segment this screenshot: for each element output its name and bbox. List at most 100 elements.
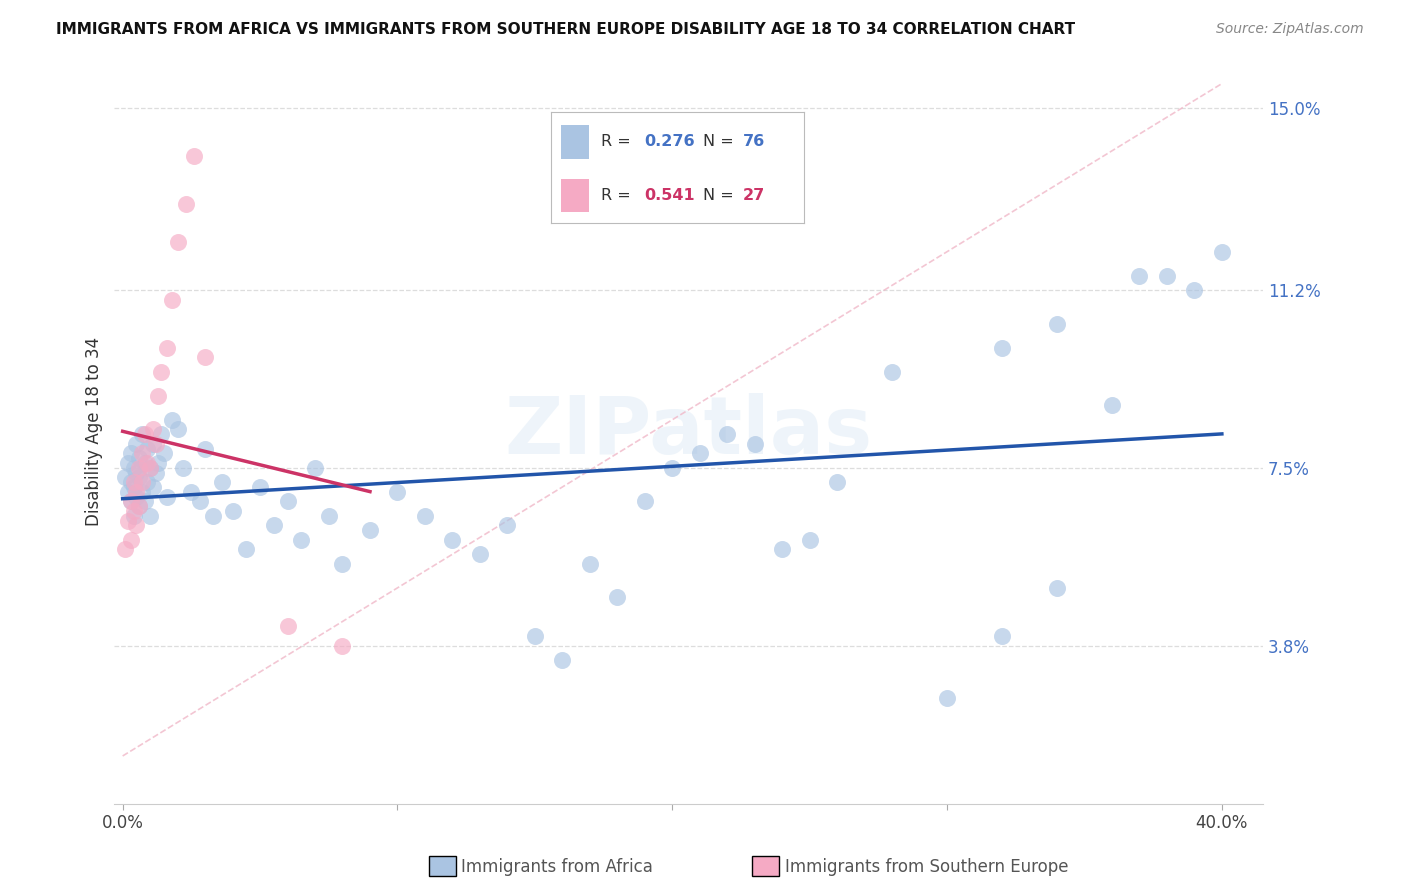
Point (114, 470, 136, 484)
Point (496, 518, 519, 533)
Point (188, 494, 211, 508)
Point (277, 494, 299, 508)
Point (183, 148, 205, 162)
Point (128, 470, 150, 484)
Point (235, 542, 257, 557)
Point (211, 475, 233, 490)
Point (332, 639, 354, 653)
Point (1046, 317, 1069, 331)
Point (551, 653, 574, 667)
Point (263, 518, 285, 533)
Point (1101, 398, 1123, 412)
Point (194, 351, 217, 365)
Point (689, 446, 711, 460)
Point (142, 437, 165, 451)
Point (117, 484, 139, 499)
Point (120, 533, 142, 547)
Point (145, 437, 167, 451)
Point (139, 460, 162, 475)
Point (150, 427, 173, 442)
Point (1128, 268, 1150, 283)
Point (114, 542, 136, 557)
Point (131, 446, 153, 460)
Point (166, 422, 188, 436)
Point (145, 466, 167, 480)
Point (174, 196, 197, 211)
Point (166, 235, 188, 249)
Point (332, 557, 354, 571)
Point (148, 456, 170, 470)
Point (744, 437, 766, 451)
Point (318, 508, 340, 523)
Point (125, 518, 148, 533)
Point (125, 490, 148, 504)
Text: Immigrants from Southern Europe: Immigrants from Southern Europe (785, 858, 1069, 876)
Text: Source: ZipAtlas.com: Source: ZipAtlas.com (1216, 22, 1364, 37)
Point (194, 442, 217, 456)
Point (122, 475, 145, 490)
Point (136, 442, 159, 456)
Point (139, 508, 162, 523)
Point (134, 494, 156, 508)
Point (1211, 244, 1233, 259)
Text: ZIPatlas: ZIPatlas (505, 392, 873, 471)
Point (131, 484, 153, 499)
Point (128, 500, 150, 514)
Point (125, 484, 148, 499)
Point (122, 460, 145, 475)
Point (120, 446, 142, 460)
Point (991, 341, 1014, 355)
Point (117, 456, 139, 470)
Text: IMMIGRANTS FROM AFRICA VS IMMIGRANTS FROM SOUTHERN EUROPE DISABILITY AGE 18 TO 3: IMMIGRANTS FROM AFRICA VS IMMIGRANTS FRO… (56, 22, 1076, 37)
Point (661, 460, 683, 475)
Text: Immigrants from Africa: Immigrants from Africa (461, 858, 652, 876)
Point (125, 466, 148, 480)
Point (1156, 268, 1178, 283)
Point (277, 619, 299, 633)
Point (387, 484, 409, 499)
Point (202, 508, 225, 523)
Point (160, 293, 183, 307)
Y-axis label: Disability Age 18 to 34: Disability Age 18 to 34 (86, 337, 103, 526)
Point (150, 365, 173, 379)
Point (128, 451, 150, 466)
Point (156, 490, 179, 504)
Point (290, 533, 312, 547)
Point (120, 494, 142, 508)
Point (579, 557, 602, 571)
Point (634, 494, 657, 508)
Point (468, 547, 491, 561)
Point (122, 504, 145, 518)
Point (122, 480, 145, 494)
Point (936, 691, 959, 706)
Point (131, 427, 153, 442)
Point (139, 460, 162, 475)
Point (156, 341, 179, 355)
Point (441, 533, 464, 547)
Point (1046, 581, 1069, 595)
Point (120, 475, 142, 490)
Point (606, 591, 628, 605)
Point (799, 533, 821, 547)
Point (221, 504, 243, 518)
Point (134, 427, 156, 442)
Point (120, 494, 142, 508)
Point (142, 480, 165, 494)
Point (131, 475, 153, 490)
Point (180, 484, 202, 499)
Point (128, 460, 150, 475)
Point (125, 437, 148, 451)
Point (148, 389, 170, 403)
Point (128, 500, 150, 514)
Point (413, 508, 436, 523)
Point (770, 542, 793, 557)
Point (304, 460, 326, 475)
Point (825, 475, 848, 490)
Point (991, 629, 1014, 643)
Point (117, 514, 139, 528)
Point (249, 480, 271, 494)
Point (122, 508, 145, 523)
Point (172, 460, 194, 475)
Point (1182, 283, 1205, 297)
Point (136, 475, 159, 490)
